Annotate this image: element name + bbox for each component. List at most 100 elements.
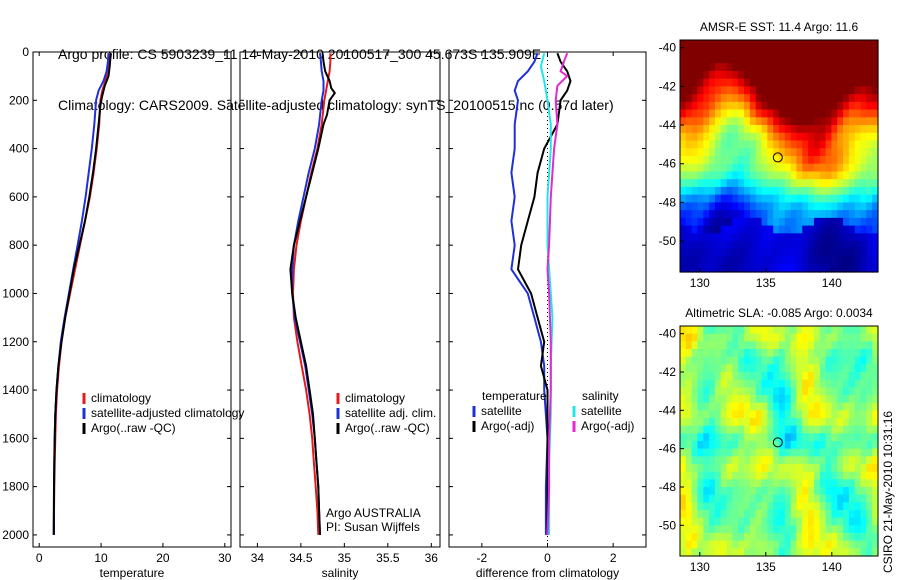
- sst-map-cell: [767, 86, 774, 95]
- sst-map-cell: [755, 202, 763, 211]
- sst-map-cell: [848, 233, 856, 242]
- sla-map-cell: [860, 341, 867, 350]
- sst-map-cell: [860, 186, 867, 196]
- sla-map-cell: [825, 540, 833, 549]
- sst-map-cell: [726, 47, 734, 57]
- sla-map-cell: [860, 372, 867, 381]
- difference-sal-argo-legend-label: Argo(-adj): [581, 419, 634, 433]
- sst-map-cell: [726, 217, 734, 227]
- sst-map-cell: [720, 40, 728, 49]
- sst-map-cell: [796, 109, 803, 118]
- sla-map-cell: [831, 510, 838, 519]
- sst-map-cell: [773, 47, 780, 57]
- sst-map-cell: [744, 156, 751, 165]
- sst-map-cell: [720, 140, 728, 149]
- sst-map-cell: [767, 132, 774, 142]
- sla-map-cell: [714, 395, 722, 404]
- sst-map-cell: [831, 47, 838, 57]
- sst-map-cell: [720, 210, 728, 219]
- sst-map-cell: [714, 171, 722, 180]
- sla-map-cell: [819, 533, 827, 542]
- sst-map-cell: [848, 55, 856, 64]
- sla-map-cell: [773, 333, 780, 342]
- sla-map-cell: [744, 494, 751, 503]
- sla-map-cell: [691, 533, 699, 542]
- sla-map-cell: [761, 333, 768, 342]
- sst-map-cell: [709, 47, 716, 57]
- sst-map-cell: [808, 78, 815, 87]
- sla-map-cell: [726, 517, 734, 526]
- sla-map-cell: [703, 502, 710, 511]
- sst-map-cell: [773, 256, 780, 265]
- sla-map-cell: [866, 548, 873, 557]
- sst-map-cell: [761, 163, 768, 173]
- sla-map-cell: [732, 402, 739, 411]
- sla-map-cell: [744, 517, 751, 526]
- sst-map-cell: [848, 70, 856, 80]
- sla-map-cell: [738, 372, 745, 381]
- sla-map-cell: [738, 341, 745, 350]
- sla-map-cell: [796, 533, 803, 542]
- sst-map-cell: [860, 125, 867, 134]
- sst-map-cell: [680, 101, 687, 111]
- sst-map-cell: [837, 264, 844, 273]
- sla-map-cell: [755, 540, 763, 549]
- sla-map-cell: [784, 356, 792, 365]
- sst-map-cell: [726, 256, 734, 265]
- sst-map-cell: [872, 194, 879, 203]
- sla-map-cell: [773, 364, 780, 373]
- sla-map-cell: [837, 333, 844, 342]
- sla-map-cell: [685, 487, 693, 496]
- sla-map-cell: [790, 441, 798, 450]
- sla-map-cell: [808, 510, 815, 519]
- sla-map-cell: [767, 525, 774, 534]
- sst-map-cell: [685, 264, 693, 273]
- sst-map-cell: [755, 210, 763, 219]
- sla-map-cell: [755, 425, 763, 434]
- difference-temp-sat-legend-label: satellite: [481, 404, 522, 418]
- sst-map-cell: [773, 109, 780, 118]
- sst-map-cell: [685, 94, 693, 103]
- sst-map-cell: [709, 217, 716, 227]
- sla-map-cell: [796, 402, 803, 411]
- sla-map-cell: [749, 395, 757, 404]
- sst-map-cell: [843, 248, 850, 258]
- sla-map-cell: [691, 441, 699, 450]
- sla-map-cell: [779, 487, 786, 496]
- sst-map-cell: [831, 241, 838, 250]
- sst-map-cell: [744, 194, 751, 203]
- sla-map-cell: [738, 502, 745, 511]
- sst-map-cell: [872, 70, 879, 80]
- sst-map-cell: [848, 94, 856, 103]
- sla-map-cell: [726, 418, 734, 427]
- sst-map-cell: [837, 210, 844, 219]
- sla-map-cell: [790, 402, 798, 411]
- sla-map-cell: [714, 533, 722, 542]
- sla-map-cell: [779, 441, 786, 450]
- sst-map-cell: [749, 63, 757, 72]
- sla-map-cell: [720, 379, 728, 388]
- sst-map-cell: [854, 241, 862, 250]
- sla-map-cell: [726, 333, 734, 342]
- sst-map-cell: [860, 225, 867, 234]
- sst-map-cell: [802, 40, 809, 49]
- sla-map-cell: [813, 425, 821, 434]
- sla-map-cell: [860, 464, 867, 473]
- sst-map-cell: [831, 140, 838, 149]
- sst-map-cell: [714, 125, 722, 134]
- sst-map-cell: [697, 171, 704, 180]
- sla-map-cell: [714, 333, 722, 342]
- sla-map-cell: [872, 410, 879, 419]
- sst-map-cell: [831, 63, 838, 72]
- sst-map-ytick-label: -42: [659, 79, 677, 93]
- sst-map-cell: [872, 94, 879, 103]
- sst-map-cell: [813, 186, 821, 196]
- sla-map-cell: [738, 433, 745, 442]
- sst-map-cell: [843, 171, 850, 180]
- sst-map-cell: [790, 233, 798, 242]
- sla-map-cell: [744, 410, 751, 419]
- sst-map-cell: [784, 40, 792, 49]
- sst-map-cell: [709, 101, 716, 111]
- sst-map-cell: [703, 225, 710, 234]
